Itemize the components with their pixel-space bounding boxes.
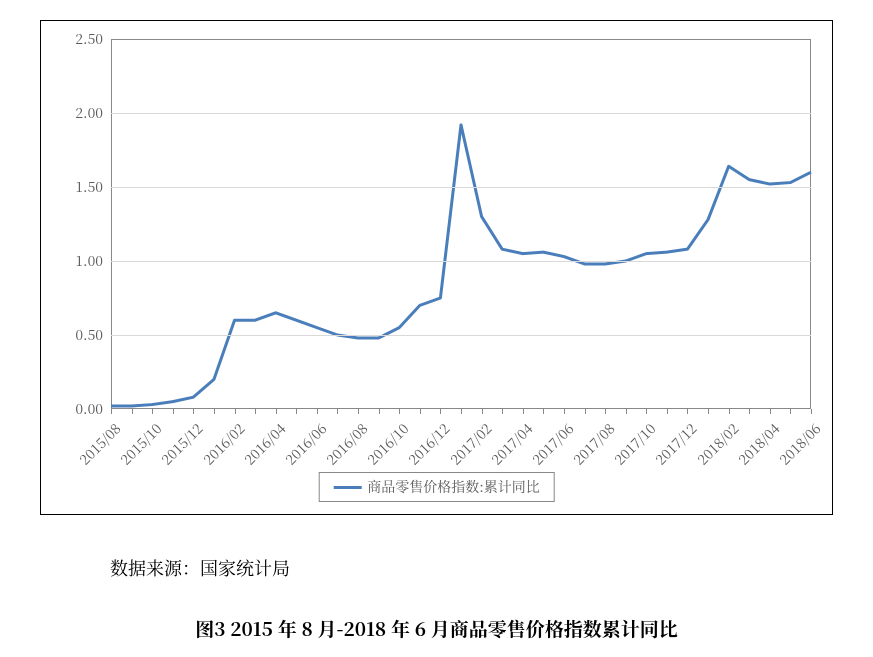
chart-frame: 0.000.501.001.502.002.502015/082015/1020… (40, 20, 833, 515)
x-tick-label: 2016/08 (322, 419, 372, 469)
x-tick (708, 409, 709, 414)
gridline-h (111, 113, 811, 114)
y-tick-label: 0.50 (75, 325, 103, 345)
line-series (111, 39, 811, 409)
y-tick-label: 1.00 (75, 251, 103, 271)
x-tick-label: 2015/08 (75, 419, 125, 469)
x-tick (502, 409, 503, 414)
gridline-h (111, 187, 811, 188)
x-tick-label: 2017/06 (528, 419, 578, 469)
x-tick (461, 409, 462, 414)
x-tick-label: 2016/02 (198, 419, 248, 469)
y-tick-label: 2.00 (75, 103, 103, 123)
x-tick-label: 2017/04 (487, 419, 537, 469)
x-tick (770, 409, 771, 414)
x-tick-label: 2015/10 (116, 419, 166, 469)
x-tick-label: 2017/02 (445, 419, 495, 469)
x-tick (420, 409, 421, 414)
x-tick (543, 409, 544, 414)
y-tick-label: 1.50 (75, 177, 103, 197)
figure-caption: 图3 2015 年 8 月-2018 年 6 月商品零售价格指数累计同比 (0, 615, 873, 642)
x-tick (276, 409, 277, 414)
x-tick-label: 2018/04 (734, 419, 784, 469)
legend: 商品零售价格指数:累计同比 (318, 472, 555, 502)
x-tick (317, 409, 318, 414)
y-tick-label: 0.00 (75, 399, 103, 419)
x-tick (605, 409, 606, 414)
x-tick (646, 409, 647, 414)
source-label: 数据来源：国家统计局 (110, 555, 290, 581)
x-tick (296, 409, 297, 414)
legend-swatch (333, 486, 361, 489)
series-line (111, 125, 811, 406)
x-tick-label: 2017/12 (651, 419, 701, 469)
x-tick-label: 2018/02 (692, 419, 742, 469)
x-tick (482, 409, 483, 414)
x-tick (235, 409, 236, 414)
x-tick (626, 409, 627, 414)
x-tick (749, 409, 750, 414)
x-tick (399, 409, 400, 414)
x-tick-label: 2017/10 (610, 419, 660, 469)
x-tick (585, 409, 586, 414)
x-tick (811, 409, 812, 414)
y-tick-label: 2.50 (75, 29, 103, 49)
x-tick-label: 2016/10 (363, 419, 413, 469)
x-tick (255, 409, 256, 414)
x-tick (193, 409, 194, 414)
x-tick (337, 409, 338, 414)
gridline-h (111, 335, 811, 336)
x-tick (152, 409, 153, 414)
x-tick (729, 409, 730, 414)
x-tick (173, 409, 174, 414)
x-tick-label: 2016/12 (404, 419, 454, 469)
x-tick (379, 409, 380, 414)
x-tick (132, 409, 133, 414)
x-tick-label: 2016/06 (281, 419, 331, 469)
x-tick (214, 409, 215, 414)
legend-label: 商品零售价格指数:累计同比 (367, 477, 540, 497)
x-tick (111, 409, 112, 414)
x-tick (564, 409, 565, 414)
x-tick-label: 2017/08 (569, 419, 619, 469)
x-tick-label: 2015/12 (157, 419, 207, 469)
x-tick-label: 2018/06 (775, 419, 825, 469)
x-tick (790, 409, 791, 414)
x-tick (523, 409, 524, 414)
x-tick (687, 409, 688, 414)
x-tick (440, 409, 441, 414)
gridline-h (111, 261, 811, 262)
plot-area: 0.000.501.001.502.002.502015/082015/1020… (111, 39, 811, 409)
x-tick (358, 409, 359, 414)
x-tick-label: 2016/04 (240, 419, 290, 469)
x-tick (667, 409, 668, 414)
